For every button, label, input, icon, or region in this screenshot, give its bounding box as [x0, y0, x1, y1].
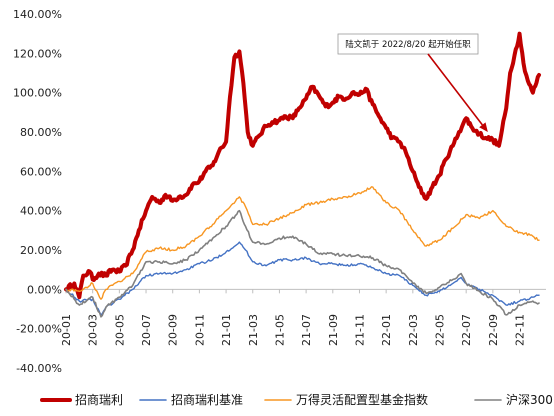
x-tick-label: 21-01	[220, 314, 233, 346]
series-line	[64, 31, 541, 300]
x-tick-label: 21-03	[247, 314, 260, 346]
x-tick-label: 20-09	[167, 314, 180, 346]
annotation-arrow-line	[427, 53, 483, 126]
x-tick-label: 20-03	[87, 314, 100, 346]
x-tick-label: 20-11	[193, 314, 206, 346]
x-tick-label: 20-01	[60, 314, 73, 346]
legend-label: 万得灵活配置型基金指数	[296, 392, 428, 407]
annotation-text: 陆文凯于 2022/8/20 起开始任职	[345, 39, 471, 50]
x-tick-label: 22-01	[380, 314, 393, 346]
y-tick-label: 120.00%	[13, 47, 62, 60]
annotation-arrow-head	[479, 122, 488, 132]
annotation-box	[337, 33, 479, 55]
y-tick-label: 100.00%	[13, 87, 62, 100]
series-line	[65, 186, 540, 300]
legend-label: 招商瑞利	[75, 392, 123, 407]
x-tick-label: 20-05	[113, 314, 126, 346]
legend-label: 沪深300	[506, 393, 553, 407]
legend-label: 招商瑞利基准	[171, 392, 243, 407]
x-tick-label: 21-07	[300, 314, 313, 346]
x-tick-label: 22-07	[460, 314, 473, 346]
y-tick-label: 0.00%	[27, 283, 62, 296]
x-tick-label: 20-07	[140, 314, 153, 346]
x-tick-label: 22-11	[514, 314, 527, 346]
y-tick-label: 140.00%	[13, 8, 62, 21]
y-tick-label: 20.00%	[20, 244, 62, 257]
x-tick-label: 21-11	[353, 314, 366, 346]
x-tick-label: 21-09	[327, 314, 340, 346]
y-tick-label: -20.00%	[16, 323, 62, 336]
y-tick-label: -40.00%	[16, 362, 62, 375]
series-line	[65, 209, 540, 318]
y-tick-label: 60.00%	[20, 165, 62, 178]
x-tick-label: 22-09	[487, 314, 500, 346]
x-tick-label: 22-03	[407, 314, 420, 346]
x-tick-label: 22-05	[434, 314, 447, 346]
y-tick-label: 40.00%	[20, 205, 62, 218]
series-line	[65, 241, 540, 316]
x-tick-label: 21-05	[273, 314, 286, 346]
y-tick-label: 80.00%	[20, 126, 62, 139]
